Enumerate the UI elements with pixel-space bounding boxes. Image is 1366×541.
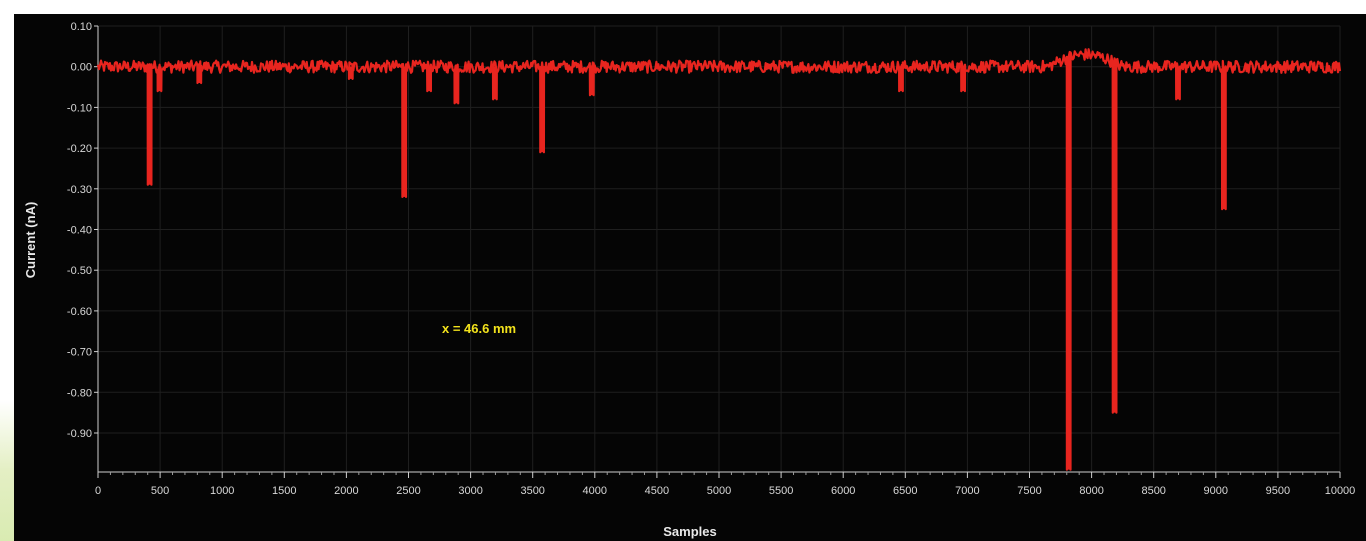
x-tick-label: 6500 — [893, 485, 917, 497]
x-tick-label: 4000 — [583, 485, 607, 497]
x-tick-label: 8500 — [1141, 485, 1165, 497]
position-annotation: x = 46.6 mm — [442, 321, 516, 336]
x-tick-label: 7500 — [1017, 485, 1041, 497]
spike-event — [348, 66, 353, 79]
spike-event — [492, 66, 497, 100]
y-tick-label: -0.40 — [67, 225, 92, 237]
x-tick-label: 500 — [151, 485, 169, 497]
grid — [97, 25, 1341, 472]
x-tick-label: 9000 — [1204, 485, 1228, 497]
y-tick-label: -0.30 — [67, 184, 92, 196]
spike-event — [899, 66, 904, 92]
spike-event — [427, 66, 432, 92]
x-tick-label: 1500 — [272, 485, 296, 497]
y-tick-label: -0.50 — [67, 265, 92, 277]
y-tick-label: 0.10 — [71, 21, 92, 33]
plot-panel — [14, 14, 1366, 541]
spike-event — [589, 66, 594, 96]
spike-event — [454, 66, 459, 104]
x-tick-label: 8000 — [1079, 485, 1103, 497]
current-trace-line — [96, 48, 1342, 471]
x-axis-title: Samples — [663, 524, 716, 539]
spike-event — [1222, 66, 1227, 210]
x-tick-label: 10000 — [1325, 485, 1356, 497]
spike-event — [402, 66, 407, 197]
x-tick-label: 0 — [95, 485, 101, 497]
x-tick-label: 6000 — [831, 485, 855, 497]
x-tick-label: 2500 — [396, 485, 420, 497]
x-tick-label: 5000 — [707, 485, 731, 497]
spike-event — [961, 66, 966, 92]
x-tick-label: 4500 — [645, 485, 669, 497]
x-tick-label: 5500 — [769, 485, 793, 497]
y-tick-label: -0.20 — [67, 143, 92, 155]
ticks: 0.10 0.00 -0.10 -0.20 -0.30 -0.40 -0.50 -0.60 -0… — [67, 21, 1355, 497]
spike-event — [197, 66, 202, 83]
spike-event — [157, 66, 162, 92]
x-tick-label: 3000 — [458, 485, 482, 497]
y-tick-label: -0.90 — [67, 428, 92, 440]
y-tick-label: 0.00 — [71, 62, 92, 74]
spike-event — [1112, 66, 1117, 413]
y-axis-title: Current (nA) — [23, 202, 38, 279]
x-tick-label: 1000 — [210, 485, 234, 497]
spike-event — [147, 66, 152, 185]
y-tick-label: -0.70 — [67, 347, 92, 359]
x-tick-label: 7000 — [955, 485, 979, 497]
spike-event — [1176, 66, 1181, 100]
trace — [96, 48, 1342, 471]
y-tick-label: -0.80 — [67, 387, 92, 399]
x-tick-label: 2000 — [334, 485, 358, 497]
x-tick-label: 3500 — [520, 485, 544, 497]
x-tick-label: 9500 — [1266, 485, 1290, 497]
spike-event — [1066, 66, 1071, 470]
background-strip — [0, 0, 14, 541]
spike-event — [540, 66, 545, 153]
y-tick-label: -0.60 — [67, 306, 92, 318]
y-tick-label: -0.10 — [67, 102, 92, 114]
